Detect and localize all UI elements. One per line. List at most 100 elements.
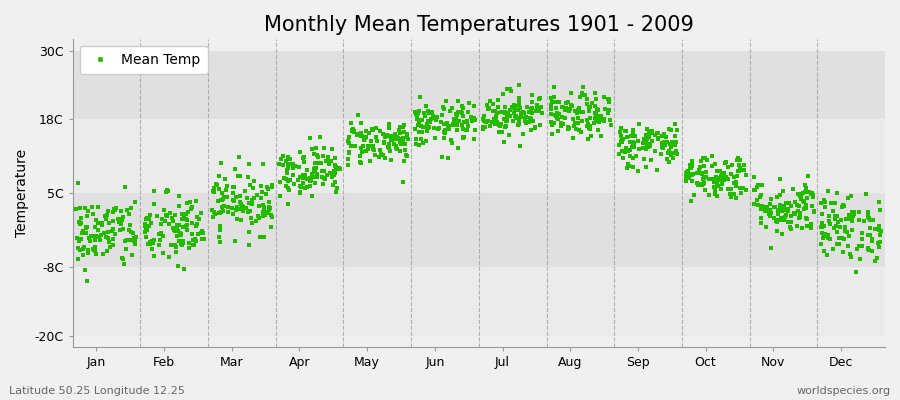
Point bbox=[214, 208, 229, 215]
Point bbox=[660, 139, 674, 146]
Point bbox=[428, 125, 442, 132]
Point bbox=[421, 124, 436, 130]
Point bbox=[590, 106, 604, 112]
Point bbox=[308, 165, 322, 171]
Point bbox=[619, 144, 634, 151]
Point bbox=[580, 123, 595, 129]
Point bbox=[374, 151, 389, 157]
Point bbox=[733, 165, 747, 171]
Point bbox=[370, 138, 384, 144]
Point bbox=[724, 194, 738, 200]
Point bbox=[489, 113, 503, 119]
Point bbox=[503, 86, 517, 92]
Point bbox=[353, 153, 367, 159]
Point bbox=[638, 146, 652, 152]
Point bbox=[512, 82, 526, 88]
Point bbox=[218, 176, 232, 183]
Point bbox=[778, 212, 793, 218]
Point bbox=[508, 107, 523, 113]
Point bbox=[792, 215, 806, 221]
Point bbox=[447, 118, 462, 124]
Point bbox=[88, 244, 103, 250]
Point bbox=[874, 227, 888, 234]
Point bbox=[616, 136, 630, 142]
Point bbox=[238, 188, 253, 194]
Point bbox=[207, 185, 221, 191]
Point bbox=[490, 109, 504, 116]
Point bbox=[825, 246, 840, 252]
Point bbox=[620, 147, 634, 154]
Point bbox=[804, 191, 818, 197]
Point bbox=[412, 129, 427, 135]
Point bbox=[316, 153, 330, 159]
Point bbox=[297, 158, 311, 165]
Point bbox=[419, 128, 434, 134]
Point bbox=[213, 197, 228, 204]
Point bbox=[699, 169, 714, 175]
Point bbox=[328, 170, 342, 176]
Point bbox=[796, 190, 811, 196]
Point bbox=[505, 104, 519, 111]
Point bbox=[508, 113, 522, 119]
Point bbox=[721, 186, 735, 192]
Point bbox=[802, 189, 816, 196]
Point bbox=[214, 204, 229, 210]
Point bbox=[836, 202, 850, 208]
Point bbox=[655, 140, 670, 146]
Point bbox=[514, 114, 528, 121]
Point bbox=[592, 117, 607, 124]
Point bbox=[662, 150, 676, 156]
Point bbox=[868, 258, 883, 264]
Point bbox=[392, 126, 406, 133]
Point bbox=[517, 110, 531, 116]
Point bbox=[716, 170, 731, 176]
Point bbox=[580, 136, 595, 142]
Point bbox=[242, 182, 256, 188]
Point bbox=[816, 234, 831, 241]
Point bbox=[536, 110, 550, 116]
Point bbox=[296, 154, 310, 160]
Point bbox=[169, 233, 184, 239]
Point bbox=[516, 131, 530, 137]
Point bbox=[575, 90, 590, 96]
Point bbox=[140, 224, 154, 230]
Point bbox=[799, 216, 814, 222]
Point bbox=[747, 201, 761, 208]
Point bbox=[182, 240, 196, 246]
Point bbox=[508, 115, 523, 121]
Point bbox=[872, 244, 886, 250]
Y-axis label: Temperature: Temperature bbox=[15, 149, 29, 237]
Point bbox=[265, 214, 279, 220]
Point bbox=[778, 200, 793, 206]
Point bbox=[547, 93, 562, 100]
Point bbox=[422, 119, 436, 126]
Point bbox=[748, 187, 762, 194]
Point bbox=[709, 168, 724, 174]
Point bbox=[76, 252, 90, 258]
Point bbox=[188, 198, 202, 204]
Point bbox=[113, 208, 128, 214]
Point bbox=[683, 165, 698, 171]
Point bbox=[302, 178, 317, 184]
Point bbox=[425, 108, 439, 115]
Point bbox=[419, 124, 434, 131]
Point bbox=[251, 212, 266, 219]
Point bbox=[447, 116, 462, 123]
Point bbox=[777, 216, 791, 223]
Point bbox=[615, 137, 629, 144]
Point bbox=[142, 216, 157, 222]
Point bbox=[388, 131, 402, 138]
Point bbox=[617, 128, 632, 134]
Point bbox=[779, 207, 794, 213]
Point bbox=[80, 278, 94, 285]
Point bbox=[104, 244, 118, 250]
Point bbox=[256, 208, 271, 215]
Point bbox=[106, 226, 121, 232]
Point bbox=[523, 114, 537, 121]
Point bbox=[491, 104, 505, 110]
Point bbox=[314, 174, 328, 180]
Point bbox=[734, 190, 748, 196]
Point bbox=[281, 162, 295, 168]
Point bbox=[697, 163, 711, 169]
Point bbox=[627, 140, 642, 147]
